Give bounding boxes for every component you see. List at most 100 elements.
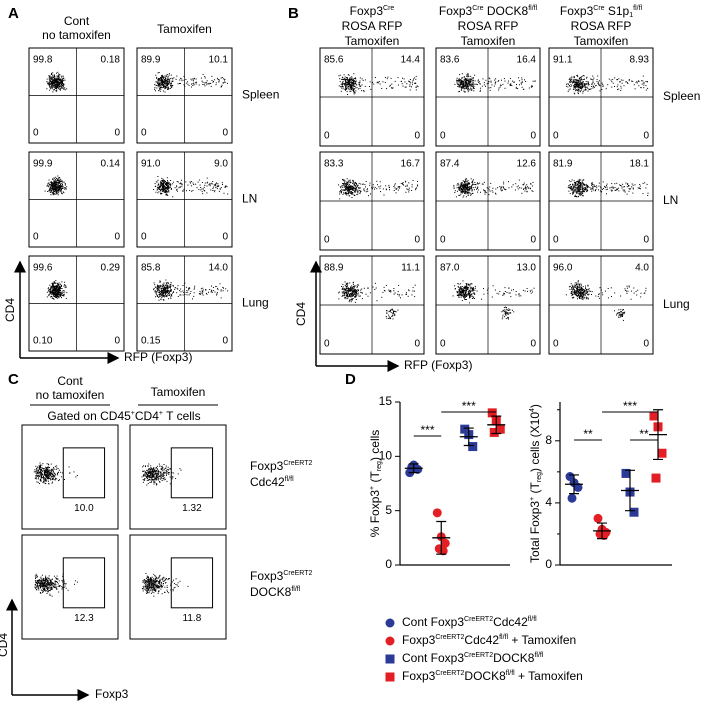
event-dot xyxy=(643,82,645,84)
event-dot xyxy=(344,292,346,293)
event-dot xyxy=(463,291,465,292)
event-dot xyxy=(341,295,343,297)
event-dot xyxy=(350,181,352,183)
event-dot xyxy=(569,193,571,195)
event-dot xyxy=(195,183,197,185)
event-dot xyxy=(355,289,357,291)
event-dot xyxy=(574,77,575,79)
event-dot xyxy=(59,83,61,84)
event-dot xyxy=(187,81,189,83)
event-dot xyxy=(607,297,609,299)
event-dot xyxy=(64,187,66,189)
event-dot xyxy=(461,293,463,295)
event-dot xyxy=(569,288,571,290)
event-dot xyxy=(609,187,611,189)
event-dot xyxy=(56,85,58,87)
event-dot xyxy=(467,89,469,91)
event-dot xyxy=(349,295,350,297)
event-dot xyxy=(385,88,387,90)
event-dot xyxy=(163,282,165,284)
event-dot xyxy=(591,84,593,85)
event-dot xyxy=(168,79,170,81)
event-dot xyxy=(50,181,52,183)
event-dot xyxy=(411,184,413,186)
event-dot xyxy=(208,184,210,186)
event-dot xyxy=(581,296,583,298)
event-dot xyxy=(166,295,168,297)
event-dot xyxy=(359,192,361,194)
event-dot xyxy=(620,85,622,87)
event-dot xyxy=(461,184,463,186)
event-dot xyxy=(584,289,585,291)
event-dot xyxy=(608,78,610,80)
event-dot xyxy=(575,290,577,292)
event-dot xyxy=(162,295,164,297)
event-dot xyxy=(578,93,579,95)
event-dot xyxy=(61,78,63,80)
event-dot xyxy=(467,192,469,193)
event-dot xyxy=(573,83,575,85)
event-dot xyxy=(161,192,163,194)
event-dot xyxy=(390,312,392,314)
event-dot xyxy=(51,72,52,74)
event-dot xyxy=(354,190,356,192)
event-dot xyxy=(50,296,52,298)
event-dot xyxy=(166,288,168,290)
quadrant-value: 0 xyxy=(324,235,330,246)
event-dot xyxy=(523,188,524,190)
event-dot xyxy=(477,80,479,82)
event-dot xyxy=(162,76,164,78)
event-dot xyxy=(458,194,460,196)
event-dot xyxy=(355,187,357,189)
event-dot xyxy=(628,185,630,187)
event-dot xyxy=(170,82,172,84)
event-dot xyxy=(55,282,57,284)
event-dot xyxy=(55,191,57,193)
event-dot xyxy=(464,183,466,185)
axis-label: CD4 xyxy=(3,298,17,322)
quadrant-value: 10.1 xyxy=(209,55,229,66)
event-dot xyxy=(59,188,61,190)
event-dot xyxy=(165,76,167,78)
event-dot xyxy=(211,290,213,292)
event-dot xyxy=(193,288,195,290)
event-dot xyxy=(468,82,470,83)
event-dot xyxy=(192,182,194,184)
event-dot xyxy=(503,292,505,294)
event-dot xyxy=(580,194,582,196)
event-dot xyxy=(206,84,208,86)
event-dot xyxy=(414,77,415,79)
event-dot xyxy=(581,86,583,88)
event-dot xyxy=(361,78,363,80)
event-dot xyxy=(48,77,50,79)
event-dot xyxy=(159,78,161,80)
event-dot xyxy=(465,189,467,191)
event-dot xyxy=(473,288,475,290)
event-dot xyxy=(167,284,169,286)
event-dot xyxy=(581,292,583,293)
event-dot xyxy=(58,284,60,285)
event-dot xyxy=(164,289,166,291)
event-dot xyxy=(63,285,65,287)
event-dot xyxy=(166,81,168,83)
event-dot xyxy=(513,81,515,83)
event-dot xyxy=(586,184,588,186)
event-dot xyxy=(583,290,585,292)
event-dot xyxy=(467,89,469,91)
event-dot xyxy=(531,190,533,192)
event-dot xyxy=(583,297,585,299)
event-dot xyxy=(342,178,343,180)
text-part: CD4 xyxy=(135,409,159,423)
event-dot xyxy=(55,292,57,294)
event-dot xyxy=(582,293,584,295)
event-dot xyxy=(164,295,166,296)
event-dot xyxy=(569,285,571,287)
event-dot xyxy=(347,181,349,183)
event-dot xyxy=(348,80,350,82)
event-dot xyxy=(48,78,50,80)
event-dot xyxy=(54,182,56,184)
event-dot xyxy=(578,289,580,291)
event-dot xyxy=(172,292,173,294)
event-dot xyxy=(460,185,462,187)
event-dot xyxy=(503,309,505,311)
